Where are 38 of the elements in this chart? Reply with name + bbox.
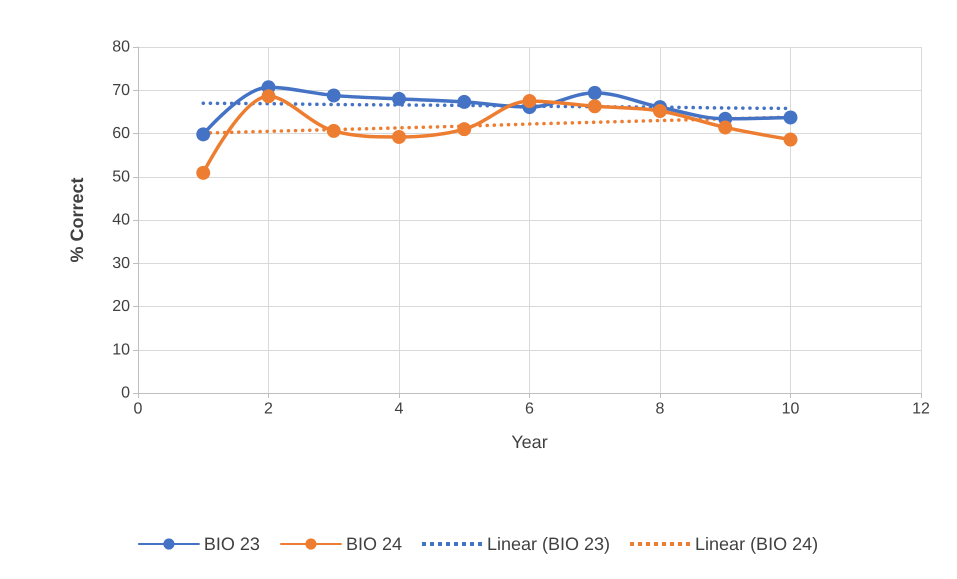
y-tick-label: 20 xyxy=(112,298,130,315)
x-tick-label: 8 xyxy=(656,400,665,418)
y-tick-label: 80 xyxy=(112,38,130,56)
y-axis-title: % Correct xyxy=(67,177,87,263)
point xyxy=(457,122,472,136)
y-tick-label: 0 xyxy=(121,384,130,402)
legend-label: Linear (BIO 24) xyxy=(695,534,818,554)
x-tick-label: 2 xyxy=(264,400,274,418)
point xyxy=(457,94,472,109)
point xyxy=(392,130,406,144)
point xyxy=(326,124,341,138)
x-tick-label: 4 xyxy=(394,400,404,418)
x-tick-label: 0 xyxy=(134,400,143,418)
point xyxy=(784,132,798,147)
y-tick-label: 60 xyxy=(112,125,130,142)
legend-label: BIO 24 xyxy=(346,534,402,554)
point xyxy=(522,94,536,108)
point xyxy=(196,127,210,142)
point xyxy=(653,104,667,118)
point xyxy=(588,99,602,114)
point xyxy=(326,88,341,102)
y-tick-label: 10 xyxy=(112,341,130,358)
legend-label: BIO 23 xyxy=(204,534,260,554)
x-tick-label: 6 xyxy=(525,400,534,418)
legend-label: Linear (BIO 23) xyxy=(486,534,610,554)
x-tick-label: 12 xyxy=(912,400,930,418)
y-tick-label: 50 xyxy=(112,168,130,186)
y-tick-label: 30 xyxy=(112,254,130,272)
point xyxy=(784,110,798,124)
y-tick-label: 40 xyxy=(112,212,130,228)
y-tick-label: 70 xyxy=(112,82,130,99)
point xyxy=(392,92,406,106)
point xyxy=(588,86,602,100)
point xyxy=(196,166,210,180)
x-tick-label: 10 xyxy=(782,400,800,418)
x-axis-title: Year xyxy=(511,432,548,452)
point xyxy=(262,89,276,104)
point xyxy=(718,120,732,134)
